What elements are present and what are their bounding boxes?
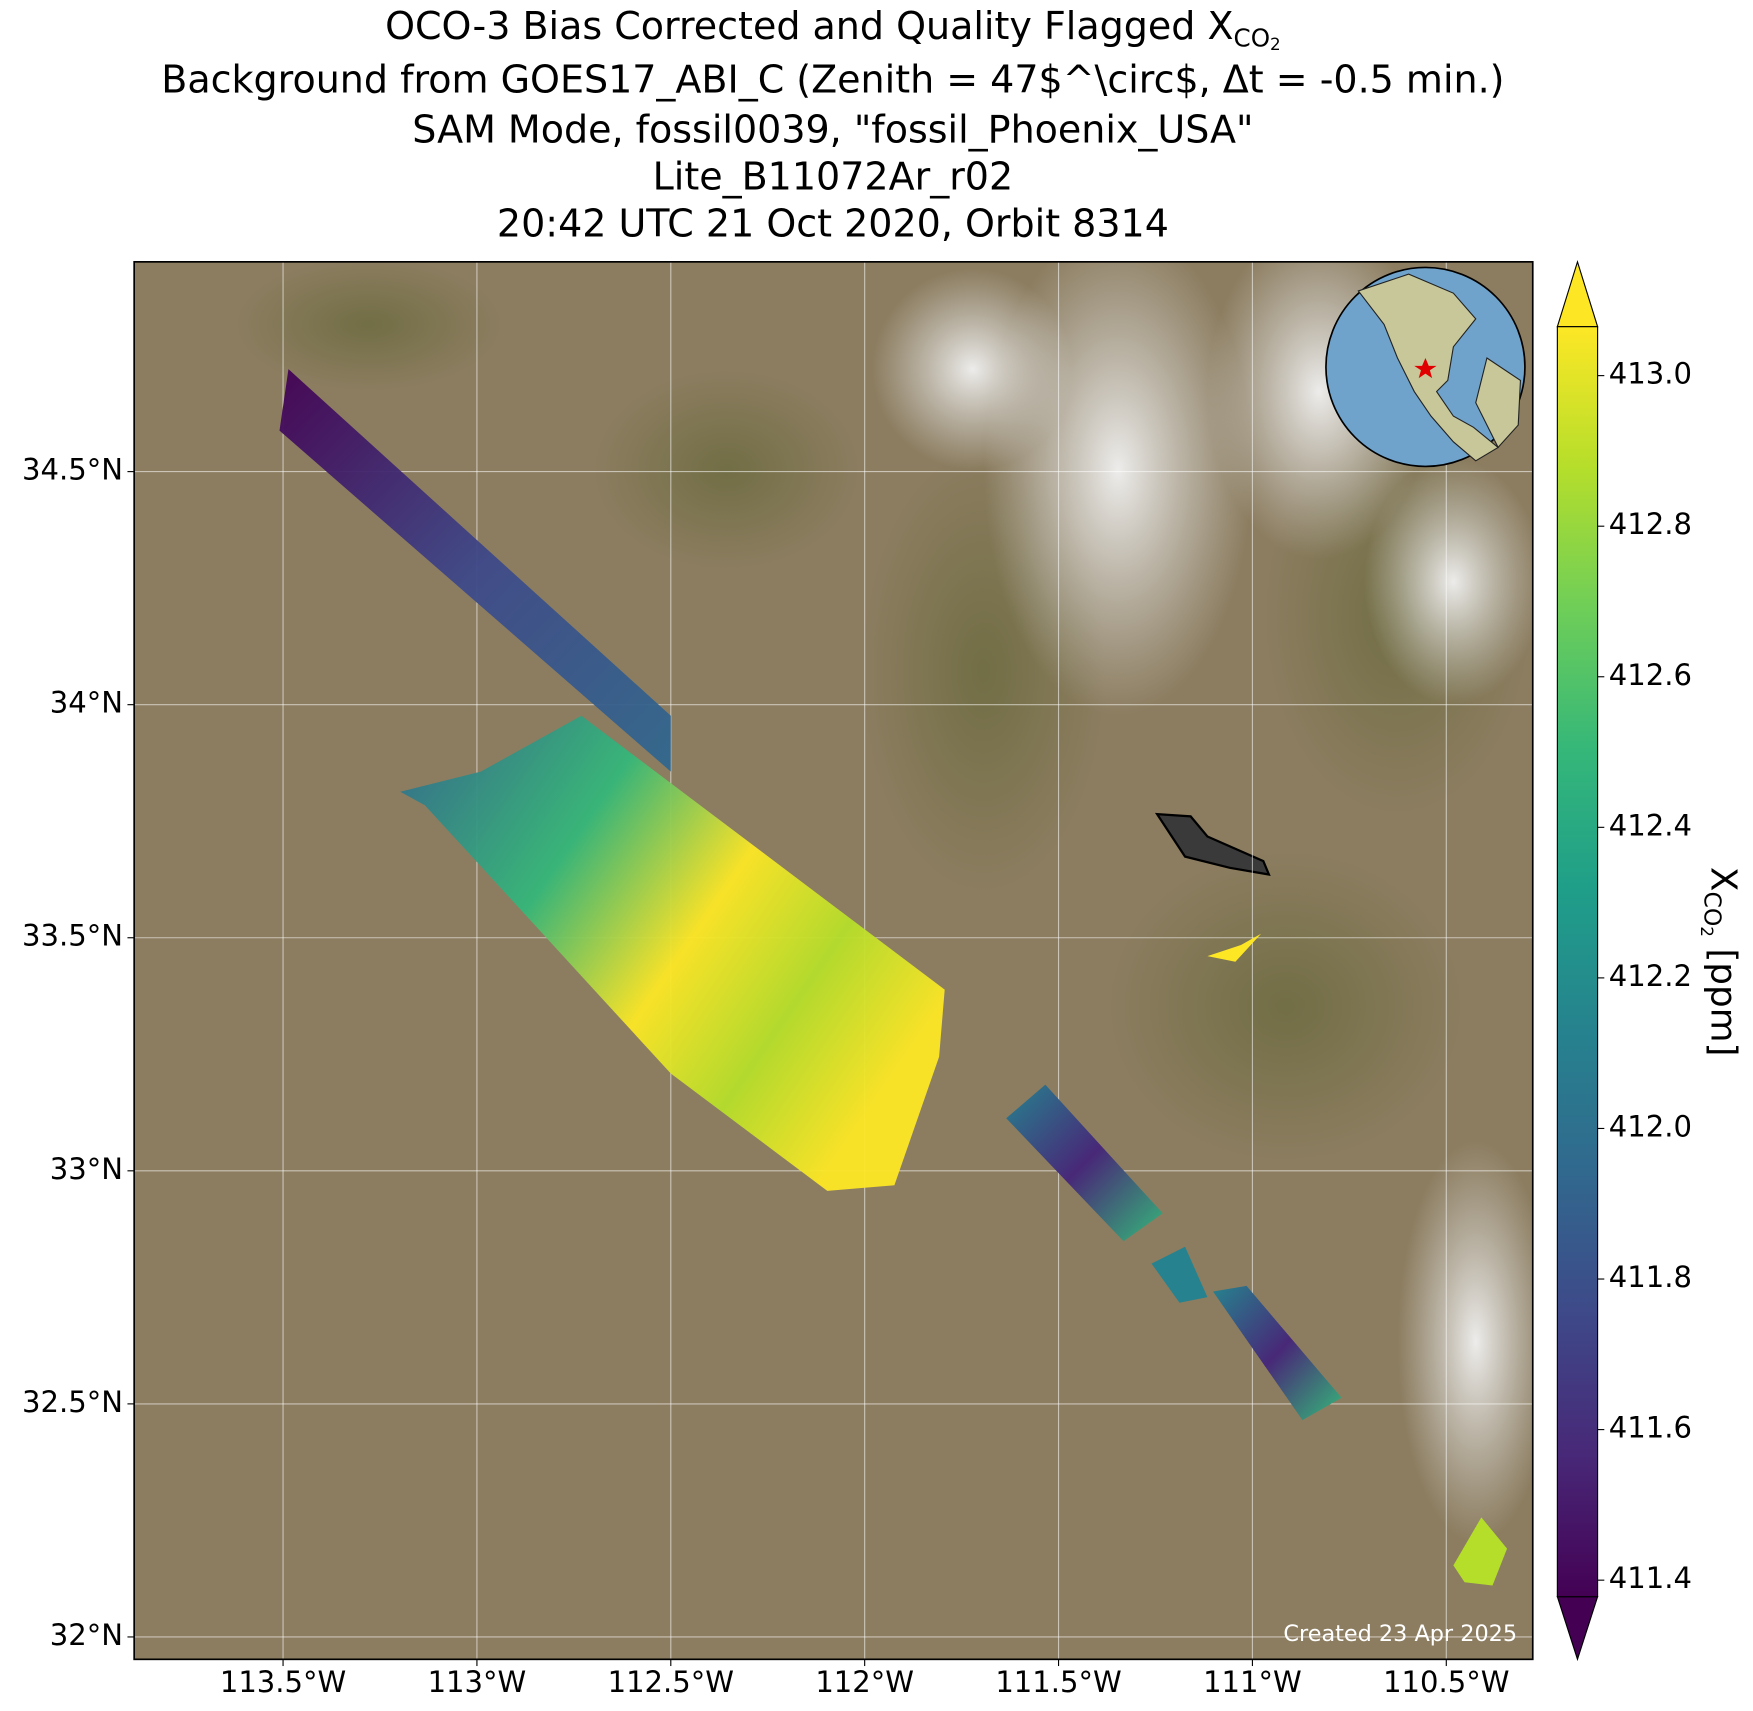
y-tick-label: 32.5°N — [22, 1385, 123, 1419]
annotation: Created 23 Apr 2025 — [1283, 1621, 1517, 1647]
y-tick-label: 33°N — [50, 1152, 123, 1186]
colorbar-tick-label: 412.2 — [1609, 959, 1692, 993]
x-tick-label: 113.5°W — [220, 1665, 346, 1699]
colorbar: 411.4 411.6 411.8 412.0 412.2 412.4 412.6 412.8… — [1556, 259, 1692, 1662]
title-line: SAM Mode, fossil0039, "fossil_Phoenix_US… — [412, 108, 1253, 152]
colorbar-tick-label: 411.8 — [1609, 1260, 1692, 1294]
title: OCO-3 Bias Corrected and Quality Flagged… — [161, 4, 1504, 246]
title-line: Lite_B11072Ar_r02 — [653, 155, 1014, 199]
x-tick-label: 111.5°W — [995, 1665, 1121, 1699]
y-tick-label: 34.5°N — [22, 453, 123, 487]
x-tick-label: 110.5°W — [1383, 1665, 1509, 1699]
colorbar-tick-label: 411.6 — [1609, 1411, 1692, 1445]
colorbar-tick-label: 412.4 — [1609, 808, 1692, 842]
x-tick-label: 112°W — [815, 1665, 914, 1699]
colorbar-extend-max — [1556, 259, 1599, 328]
x-tick-label: 111°W — [1203, 1665, 1302, 1699]
colorbar-tick-label: 412.0 — [1609, 1109, 1692, 1143]
map-frame — [133, 261, 1534, 1661]
title-line: OCO-3 Bias Corrected and Quality Flagged… — [385, 4, 1281, 54]
colorbar-tick-label: 411.4 — [1609, 1561, 1692, 1595]
x-tick-label: 112.5°W — [608, 1665, 734, 1699]
colorbar-tick-label: 412.6 — [1609, 658, 1692, 692]
soundings — [279, 369, 1508, 1586]
colorbar-tick-label: 413.0 — [1609, 357, 1692, 391]
y-tick-label: 34°N — [50, 686, 123, 720]
title-line: 20:42 UTC 21 Oct 2020, Orbit 8314 — [497, 202, 1169, 246]
colorbar-tick-label: 412.8 — [1609, 507, 1692, 541]
y-tick-label: 33.5°N — [22, 919, 123, 953]
axes: 113.5°W 113°W 112.5°W 112°W 111.5°W 111°W 110.… — [22, 453, 1509, 1699]
colorbar-label: XCO2 [ppm] — [1697, 867, 1744, 1057]
inset-globe — [1325, 266, 1526, 468]
x-tick-label: 113°W — [428, 1665, 527, 1699]
y-tick-label: 32°N — [50, 1618, 123, 1652]
title-line: Background from GOES17_ABI_C (Zenith = 4… — [161, 57, 1504, 101]
colorbar-extend-min — [1556, 1596, 1599, 1662]
colorbar-body — [1556, 326, 1599, 1598]
